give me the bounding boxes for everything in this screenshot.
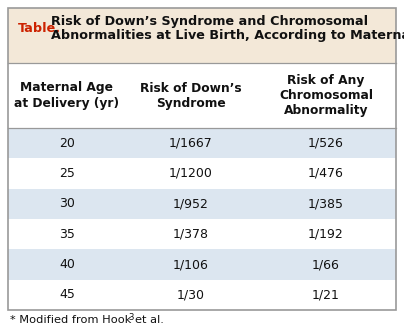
Text: 1/385: 1/385 (308, 197, 344, 210)
Text: Risk of Down’s Syndrome and Chromosomal
Abnormalities at Live Birth, According t: Risk of Down’s Syndrome and Chromosomal … (51, 14, 404, 43)
Text: * Modified from Hook et al.: * Modified from Hook et al. (10, 315, 164, 325)
Text: 1/378: 1/378 (173, 228, 209, 241)
Text: 1/21: 1/21 (312, 288, 340, 302)
Text: Table.: Table. (18, 22, 61, 35)
Bar (8, 128, 396, 158)
Text: 25: 25 (59, 167, 75, 180)
Bar (8, 219, 396, 249)
Text: Risk of Any
Chromosomal
Abnormality: Risk of Any Chromosomal Abnormality (279, 74, 373, 117)
Text: 1/192: 1/192 (308, 228, 344, 241)
Text: 1/30: 1/30 (177, 288, 205, 302)
Text: 45: 45 (59, 288, 75, 302)
Text: 1/106: 1/106 (173, 258, 209, 271)
Text: Maternal Age
at Delivery (yr): Maternal Age at Delivery (yr) (15, 81, 120, 110)
Text: 40: 40 (59, 258, 75, 271)
Bar (8, 8, 396, 63)
Text: Risk of Down’s
Syndrome: Risk of Down’s Syndrome (140, 81, 242, 110)
Bar (8, 249, 396, 280)
Bar (8, 280, 396, 310)
Bar (8, 63, 396, 128)
Text: 20: 20 (59, 137, 75, 150)
Text: 30: 30 (59, 197, 75, 210)
Bar (8, 158, 396, 189)
Text: 1/1200: 1/1200 (169, 167, 213, 180)
Text: 1/66: 1/66 (312, 258, 340, 271)
Text: 1/1667: 1/1667 (169, 137, 213, 150)
Text: 1/476: 1/476 (308, 167, 344, 180)
Bar (8, 189, 396, 219)
Text: 3: 3 (128, 313, 133, 322)
Text: 1/952: 1/952 (173, 197, 209, 210)
Text: 1/526: 1/526 (308, 137, 344, 150)
Text: 35: 35 (59, 228, 75, 241)
